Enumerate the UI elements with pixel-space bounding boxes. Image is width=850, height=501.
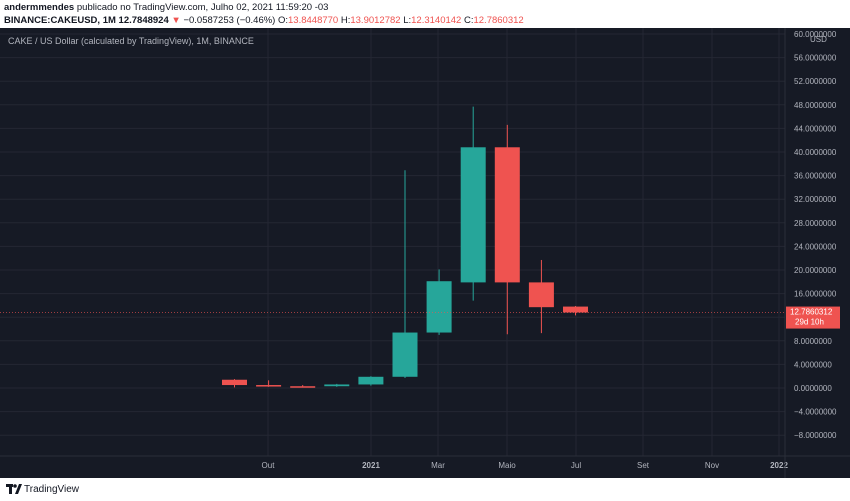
footer-brand[interactable]: TradingView — [24, 484, 80, 495]
open-label: O: — [277, 15, 289, 26]
x-tick-label: Maio — [498, 461, 516, 470]
low-value: 12.3140142 — [411, 15, 462, 26]
open-value: 13.8448770 — [288, 15, 339, 26]
candle-body — [426, 281, 452, 333]
publication-line: andermmendes publicado no TradingView.co… — [4, 2, 328, 13]
candle-body — [358, 376, 384, 385]
y-tick-label: −8.0000000 — [794, 431, 837, 440]
x-tick-label: Mar — [431, 461, 445, 470]
author-name[interactable]: andermmendes — [4, 2, 75, 13]
y-tick-label: 32.0000000 — [794, 195, 837, 204]
candle-body — [460, 147, 486, 283]
x-tick-label: Out — [262, 461, 276, 470]
candle-body — [392, 332, 418, 377]
y-tick-label: 0.0000000 — [794, 384, 832, 393]
symbol-info: BINANCE:CAKEUSD, 1M — [4, 15, 116, 26]
high-label: H: — [340, 15, 351, 26]
candlestick-chart[interactable]: 60.0000000 56.0000000 52.0000000 48.0000000… — [0, 28, 850, 478]
y-tick-label: 4.0000000 — [794, 360, 832, 369]
x-tick-label: 2022 — [770, 461, 788, 470]
y-tick-label: 40.0000000 — [794, 148, 837, 157]
publication-header: andermmendes publicado no TradingView.co… — [0, 0, 850, 28]
candle-body — [324, 384, 350, 387]
footer-bar: TradingView — [0, 478, 850, 501]
y-tick-label: 20.0000000 — [794, 266, 837, 275]
y-tick-label: 24.0000000 — [794, 242, 837, 251]
x-tick-label: Jul — [571, 461, 581, 470]
y-tick-label: −4.0000000 — [794, 408, 837, 417]
last-price: 12.7848924 — [118, 15, 169, 26]
y-tick-label: 56.0000000 — [794, 54, 837, 63]
high-value: 13.9012782 — [350, 15, 401, 26]
price-change: −0.0587253 (−0.46%) — [183, 15, 276, 26]
y-axis-unit: USD — [810, 35, 827, 44]
close-label: C: — [463, 15, 474, 26]
close-value: 12.7860312 — [473, 15, 524, 26]
x-tick-label: Set — [637, 461, 650, 470]
x-tick-label: 2021 — [362, 461, 380, 470]
price-tag-countdown: 29d 10h — [795, 318, 824, 327]
y-tick-label: 52.0000000 — [794, 77, 837, 86]
price-tag-value: 12.7860312 — [790, 308, 833, 317]
y-tick-label: 60.0000000 — [794, 30, 837, 39]
symbol-line: BINANCE:CAKEUSD, 1M 12.7848924 ▼ −0.0587… — [4, 15, 524, 26]
x-tick-label: Nov — [705, 461, 719, 470]
candle-body — [222, 379, 247, 386]
candle-body — [256, 385, 282, 387]
y-tick-label: 28.0000000 — [794, 219, 837, 228]
price-change-icon: ▼ — [171, 15, 181, 26]
low-label: L: — [403, 15, 412, 26]
candle-body — [528, 282, 554, 308]
price-tag — [786, 306, 840, 329]
candle-body — [563, 306, 588, 313]
candle-body — [290, 386, 316, 388]
tradingview-logo-icon — [6, 484, 22, 494]
y-tick-label: 48.0000000 — [794, 101, 837, 110]
y-tick-label: 8.0000000 — [794, 337, 832, 346]
y-tick-label: 36.0000000 — [794, 172, 837, 181]
y-tick-label: 16.0000000 — [794, 290, 837, 299]
y-tick-label: 44.0000000 — [794, 124, 837, 133]
chart-subtitle: CAKE / US Dollar (calculated by TradingV… — [8, 36, 254, 46]
publish-info: publicado no TradingView.com, Julho 02, … — [76, 2, 329, 13]
candle-body — [494, 147, 520, 283]
